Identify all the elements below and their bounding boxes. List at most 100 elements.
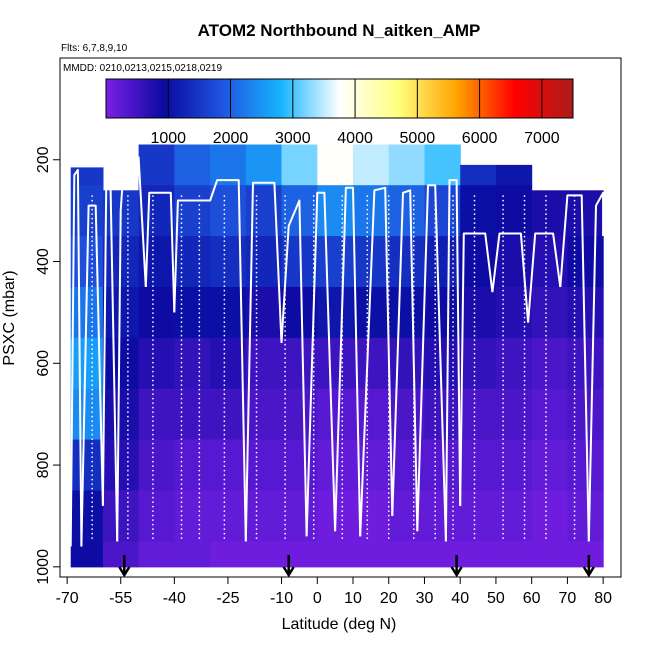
colorbar: 1000 2000 3000 4000 5000 6000 7000 <box>105 78 574 147</box>
heatmap-cell <box>460 541 497 568</box>
heatmap-cell <box>495 490 533 542</box>
heatmap-cell <box>317 541 354 568</box>
x-tick-label: 40 <box>451 590 469 607</box>
flight-track-profile-04 <box>116 156 147 542</box>
heatmap-cell <box>281 144 318 186</box>
heatmap-cell <box>70 388 104 441</box>
colorbar-tick-label: 3000 <box>275 130 311 147</box>
heatmap-cell <box>317 287 354 339</box>
heatmap-cell <box>102 439 140 492</box>
heatmap-cell <box>102 541 140 568</box>
heatmap-cell <box>70 490 104 542</box>
heatmap-cell <box>70 541 104 568</box>
colorbar-tick-label: 6000 <box>462 130 498 147</box>
heatmap-cell <box>245 144 283 186</box>
heatmap-cell <box>245 287 283 339</box>
heatmap-cell <box>102 388 140 441</box>
heatmap-cell <box>495 388 533 441</box>
heatmap-cell <box>388 337 425 390</box>
heatmap-cell <box>495 541 533 568</box>
heatmap-cell <box>245 388 283 441</box>
heatmap-cell <box>353 388 390 441</box>
heatmap-cell <box>102 287 140 339</box>
colorbar-tick-label: 5000 <box>400 130 436 147</box>
heatmap-cell <box>138 388 175 441</box>
heatmap-cell <box>70 337 104 390</box>
heatmap-cell <box>210 388 247 441</box>
heatmap-cell <box>353 144 390 186</box>
x-tick-label: 80 <box>594 590 612 607</box>
heatmap-cell <box>353 541 390 568</box>
heatmap-cell <box>245 337 283 390</box>
flight-track-profile-06 <box>173 179 247 542</box>
heatmap-cell <box>531 490 568 542</box>
heatmap-cell <box>281 490 318 542</box>
heatmap-cell <box>70 167 104 186</box>
heatmap-cell <box>353 287 390 339</box>
heatmap-cell <box>210 144 247 186</box>
heatmap-cell <box>388 144 425 186</box>
heatmap-cell <box>424 337 461 390</box>
heatmap-cell <box>317 388 354 441</box>
heatmap-cell <box>531 388 568 441</box>
heatmap-cell <box>281 541 318 568</box>
heatmap-cell <box>460 490 497 542</box>
y-tick-label: 1000 <box>35 549 52 585</box>
heatmap-cell <box>353 337 390 390</box>
heatmap-cell <box>424 236 461 288</box>
y-tick-label: 200 <box>35 146 52 173</box>
heatmap-cell <box>353 185 390 237</box>
heatmap-cell <box>388 490 425 542</box>
heatmap-cell <box>210 439 247 492</box>
heatmap-cell <box>495 185 533 237</box>
heatmap-cell <box>388 541 425 568</box>
heatmap-cell <box>174 287 211 339</box>
heatmap-cell <box>424 144 461 186</box>
x-tick-label: 60 <box>523 590 541 607</box>
flight-track-profile-10 <box>334 186 362 537</box>
heatmap-cell <box>567 439 604 492</box>
heatmap-cell <box>281 439 318 492</box>
heatmap-cell <box>460 287 497 339</box>
heatmap-cell <box>138 490 175 542</box>
x-tick-label: 50 <box>487 590 505 607</box>
y-axis: 200 400 600 800 1000 <box>35 146 60 585</box>
x-tick-label: 0 <box>313 590 322 607</box>
heatmap-cell <box>245 541 283 568</box>
flight-track-profile-09 <box>305 191 337 537</box>
heatmap-cell <box>460 337 497 390</box>
heatmap-cell <box>138 439 175 492</box>
flight-track-profile-15 <box>459 232 494 506</box>
dates-label: MMDD: 0210,0213,0215,0218,0219 <box>63 63 222 74</box>
heatmap-cell <box>317 144 354 186</box>
flight-track-profile-12 <box>391 189 419 532</box>
heatmap-cell <box>567 236 604 288</box>
heatmap-cell <box>424 490 461 542</box>
chart-title: ATOM2 Northbound N_aitken_AMP <box>198 21 481 40</box>
heatmap-cell <box>174 490 211 542</box>
heatmap-cell <box>138 144 175 186</box>
flight-track-profile-08 <box>280 199 308 537</box>
heatmap-cell <box>138 337 175 390</box>
colorbar-tick-label: 7000 <box>524 130 560 147</box>
heatmap-cell <box>210 541 247 568</box>
flight-track-profile-13 <box>416 184 447 542</box>
flight-track-profile-17 <box>527 232 562 323</box>
heatmap-cell <box>174 541 211 568</box>
heatmap-cell <box>70 439 104 492</box>
heatmap-cell <box>531 337 568 390</box>
heatmap-cell <box>102 490 140 542</box>
flight-track-profile-11 <box>359 186 394 537</box>
x-tick-label: -25 <box>216 590 239 607</box>
heatmap-cell <box>460 439 497 492</box>
heatmap-cell <box>495 236 533 288</box>
heatmap-cell <box>495 164 533 186</box>
heatmap-cell <box>317 236 354 288</box>
heatmap-cell <box>102 337 140 390</box>
heatmap-cell <box>281 388 318 441</box>
colorbar-ticks: 1000 2000 3000 4000 5000 6000 7000 <box>150 79 560 147</box>
heatmap-cell <box>138 287 175 339</box>
heatmap-cell <box>388 287 425 339</box>
heatmap-cell <box>174 337 211 390</box>
